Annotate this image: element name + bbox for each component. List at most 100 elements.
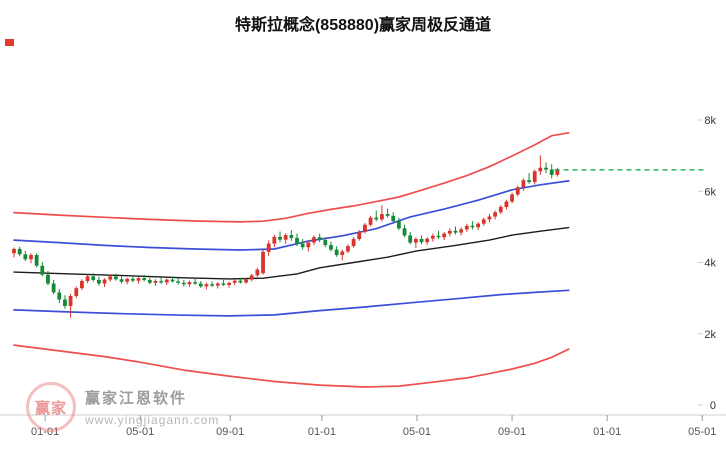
candle-body [498, 206, 503, 213]
x-axis-ticks: 01-01 05-01 09-01 01-01 05-01 09-01 01-01 05-01 [31, 415, 716, 438]
y-tick-label: 0 [710, 400, 716, 412]
candle-body [549, 169, 554, 175]
candle-body [187, 282, 192, 285]
x-tick-label: 05-01 [126, 426, 154, 438]
candle-body [532, 171, 537, 182]
candle-body [459, 229, 464, 233]
candle-body [51, 283, 56, 293]
candle-body [283, 235, 288, 240]
candle-body [164, 279, 169, 283]
brand-logo-text: 赢家 [34, 399, 67, 417]
candle-body [476, 223, 481, 228]
candle-body [447, 230, 452, 234]
red-corner-marker [5, 39, 14, 46]
y-tick-label: 2k [704, 329, 716, 341]
brand-url: www.yingjiagann.com [85, 413, 220, 427]
candle-body [391, 215, 396, 222]
candle-body [23, 254, 28, 260]
candle-body [147, 279, 152, 283]
candle-body [102, 279, 107, 284]
channel-line-mid-black [13, 226, 570, 280]
candle-body [136, 278, 141, 281]
candle-body [464, 225, 469, 230]
candle-body [142, 278, 147, 280]
candle-body [295, 237, 299, 244]
candle-body [74, 288, 79, 296]
candle-body [198, 283, 203, 287]
candle-body [63, 299, 67, 306]
candle-body [334, 249, 339, 256]
candle-body [419, 238, 424, 243]
candle-body [210, 284, 214, 286]
candle-body [312, 237, 316, 243]
candle-body [481, 219, 486, 224]
candle-body [402, 228, 407, 236]
candle-body [408, 235, 413, 243]
candle-body [85, 276, 90, 282]
candle-body [244, 279, 248, 283]
candle-body [510, 194, 514, 202]
candle-body [17, 248, 22, 255]
candle-body [113, 276, 118, 280]
candle-body [159, 281, 164, 283]
x-tick-label: 05-01 [688, 426, 716, 438]
candle-body [521, 180, 526, 188]
candle-body [544, 167, 548, 170]
channel-line-upper-outer-red [13, 131, 570, 223]
brand-logo-icon: 赢家 [26, 382, 76, 432]
candle-body [425, 238, 430, 243]
candle-body [221, 283, 226, 285]
candle-body [515, 187, 520, 195]
candle-body [374, 217, 379, 220]
channel-line-lower-outer-red [13, 344, 570, 388]
candle-body [470, 225, 475, 228]
candle-body [238, 280, 243, 283]
candle-body [108, 276, 113, 280]
candle-body [97, 279, 101, 284]
candle-body [487, 216, 492, 220]
candle-body [29, 255, 33, 260]
candle-body [300, 243, 305, 248]
brand-name: 赢家江恩软件 [85, 390, 188, 407]
candle-body [57, 292, 62, 300]
candle-body [227, 282, 231, 285]
candle-body [317, 237, 322, 241]
x-tick-label: 09-01 [216, 426, 244, 438]
candle-body [306, 242, 311, 248]
candle-body [430, 235, 435, 239]
candle-body [125, 278, 130, 282]
candle-body [255, 269, 260, 276]
candle-body [442, 233, 447, 238]
candle-body [368, 217, 373, 225]
candle-body [504, 201, 509, 207]
candle-body [46, 274, 50, 284]
x-tick-label: 01-01 [593, 426, 621, 438]
candle-body [385, 214, 390, 216]
x-tick-label: 01-01 [308, 426, 336, 438]
watermark-text: 赢家江恩软件 www.yingjiagann.com [85, 387, 219, 427]
candle-body [232, 280, 237, 283]
candle-body [329, 245, 333, 250]
candle-body [527, 180, 531, 182]
candle-body [351, 238, 356, 247]
candle-body [493, 212, 497, 217]
candle-body [130, 278, 135, 281]
x-tick-label: 09-01 [498, 426, 526, 438]
candle-body [346, 246, 350, 252]
candle-body [555, 169, 560, 175]
candle-body [193, 282, 198, 284]
y-tick-label: 4k [704, 258, 716, 270]
channel-line-lower-inner-blue [13, 289, 570, 317]
candle-body [396, 221, 401, 229]
candle-body [266, 243, 271, 252]
candle-body [68, 295, 73, 306]
candle-body [289, 235, 294, 238]
candle-body [380, 214, 384, 220]
watermark: 赢家 赢家江恩软件 www.yingjiagann.com [26, 382, 219, 432]
candle-body [119, 279, 124, 282]
candle-body [170, 279, 175, 282]
chart-title: 特斯拉概念(858880)赢家周极反通道 [234, 17, 492, 34]
candle-body [12, 248, 16, 254]
candle-body [40, 265, 45, 275]
